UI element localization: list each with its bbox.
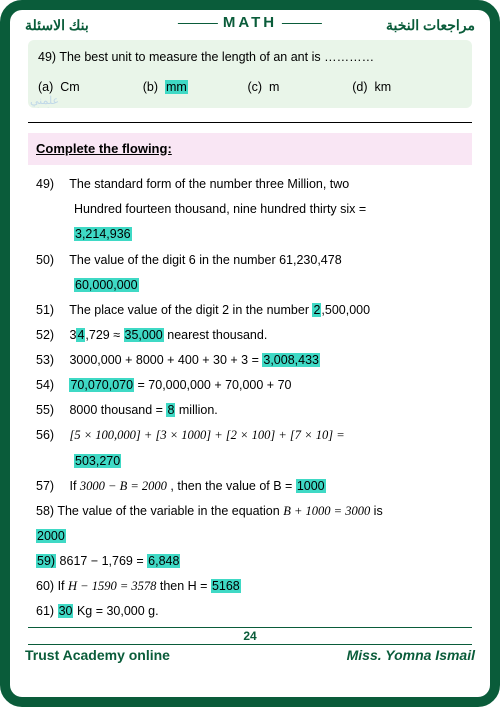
q61-text: Kg = 30,000 g. xyxy=(73,604,158,618)
footer-left: Trust Academy online xyxy=(25,647,170,663)
q60-ta: If xyxy=(58,579,68,593)
q51-text-b: ,500,000 xyxy=(321,303,370,317)
opt-d-label: (d) xyxy=(352,80,367,94)
q60-tb: then H = xyxy=(156,579,211,593)
q52: 52) 34,729 ≈ 35,000 nearest thousand. xyxy=(36,324,472,347)
q59-text: 8617 − 1,769 = xyxy=(56,554,147,568)
q53-text: 3000,000 + 8000 + 400 + 30 + 3 = xyxy=(69,353,262,367)
opt-a-label: (a) xyxy=(38,80,53,94)
q50-num: 50) xyxy=(36,249,66,272)
q57-ta: If xyxy=(69,479,79,493)
opt-c-label: (c) xyxy=(248,80,263,94)
q58-expr: B + 1000 = 3000 xyxy=(283,504,370,518)
q49-text1: The standard form of the number three Mi… xyxy=(69,177,349,191)
q54-text: = 70,000,000 + 70,000 + 70 xyxy=(134,378,291,392)
q60-ans: 5168 xyxy=(211,579,241,593)
q57-num: 57) xyxy=(36,475,66,498)
q59-num: 59) xyxy=(36,554,56,568)
q57: 57) If 3000 − B = 2000 , then the value … xyxy=(36,475,472,498)
q52-tb: ,729 ≈ xyxy=(85,328,123,342)
opt-b-label: (b) xyxy=(143,80,158,94)
q53: 53) 3000,000 + 8000 + 400 + 30 + 3 = 3,0… xyxy=(36,349,472,372)
page-subject-title: MATH xyxy=(223,14,277,31)
q55: 55) 8000 thousand = 8 million. xyxy=(36,399,472,422)
q55-num: 55) xyxy=(36,399,66,422)
q54: 54) 70,070,070 = 70,000,000 + 70,000 + 7… xyxy=(36,374,472,397)
q58-num: 58) xyxy=(36,504,54,518)
header-right-arabic: مراجعات النخبة xyxy=(386,17,475,34)
mcq-opt-c: (c) m xyxy=(248,76,353,100)
q60: 60) If H − 1590 = 3578 then H = 5168 xyxy=(36,575,472,598)
opt-d-text: km xyxy=(374,80,391,94)
opt-c-text: m xyxy=(269,80,279,94)
footer: Trust Academy online Miss. Yomna Ismail xyxy=(10,645,490,663)
mcq-box: علمني بعلمك 49) The best unit to measure… xyxy=(28,40,472,108)
q61: 61) 30 Kg = 30,000 g. xyxy=(36,600,472,623)
q53-num: 53) xyxy=(36,349,66,372)
q57-expr: 3000 − B = 2000 xyxy=(80,479,167,493)
q49-line2: Hundred fourteen thousand, nine hundred … xyxy=(36,198,472,221)
q54-num: 54) xyxy=(36,374,66,397)
q58-ans: 2000 xyxy=(36,529,66,543)
mcq-opt-a: (a) Cm xyxy=(38,76,143,100)
footer-right: Miss. Yomna Ismail xyxy=(347,647,475,663)
q51-text-a: The place value of the digit 2 in the nu… xyxy=(69,303,312,317)
q59-ans: 6,848 xyxy=(147,554,180,568)
page-frame: بنك الاسئلة MATH مراجعات النخبة علمني بع… xyxy=(0,0,500,707)
opt-b-text: mm xyxy=(165,80,188,94)
q61-num: 61) xyxy=(36,604,54,618)
q57-tb: , then the value of B = xyxy=(167,479,296,493)
q59: 59) 8617 − 1,769 = 6,848 xyxy=(36,550,472,573)
q50: 50) The value of the digit 6 in the numb… xyxy=(36,249,472,272)
page-number: 24 xyxy=(28,627,472,645)
q50-ans-row: 60,000,000 xyxy=(36,274,472,297)
q56-num: 56) xyxy=(36,424,66,447)
question-list: 49) The standard form of the number thre… xyxy=(28,173,472,623)
header-left-arabic: بنك الاسئلة xyxy=(25,17,89,34)
q54-hl: 70,070,070 xyxy=(69,378,134,392)
mcq-qtext: The best unit to measure the length of a… xyxy=(59,50,374,64)
q52-num: 52) xyxy=(36,324,66,347)
q58: 58) The value of the variable in the equ… xyxy=(36,500,472,523)
top-header: بنك الاسئلة MATH مراجعات النخبة xyxy=(10,10,490,38)
mcq-qnum: 49) xyxy=(38,50,56,64)
q53-ans: 3,008,433 xyxy=(262,353,320,367)
q60-expr: H − 1590 = 3578 xyxy=(68,579,156,593)
q55-tb: million. xyxy=(175,403,217,417)
q56-expr: [5 × 100,000] + [3 × 1000] + [2 × 100] +… xyxy=(69,428,344,442)
q61-hl: 30 xyxy=(58,604,74,618)
page-content: علمني بعلمك 49) The best unit to measure… xyxy=(10,40,490,623)
q56-ans-row: 503,270 xyxy=(36,450,472,473)
q52-hlb: 35,000 xyxy=(124,328,164,342)
q60-num: 60) xyxy=(36,579,54,593)
q55-ta: 8000 thousand = xyxy=(69,403,166,417)
q51-num: 51) xyxy=(36,299,66,322)
section-title: Complete the flowing: xyxy=(28,133,472,166)
q58-ta: The value of the variable in the equatio… xyxy=(57,504,283,518)
q58-tb: is xyxy=(370,504,383,518)
q49: 49) The standard form of the number thre… xyxy=(36,173,472,196)
q49-num: 49) xyxy=(36,173,66,196)
q57-ans: 1000 xyxy=(296,479,326,493)
mcq-opt-b: (b) mm xyxy=(143,76,248,100)
opt-a-text: Cm xyxy=(60,80,79,94)
q56-ans: 503,270 xyxy=(74,454,121,468)
q56: 56) [5 × 100,000] + [3 × 1000] + [2 × 10… xyxy=(36,424,472,447)
q52-tc: nearest thousand. xyxy=(164,328,268,342)
q50-text: The value of the digit 6 in the number 6… xyxy=(69,253,341,267)
q49-ans: 3,214,936 xyxy=(74,227,132,241)
q51: 51) The place value of the digit 2 in th… xyxy=(36,299,472,322)
mcq-opt-d: (d) km xyxy=(352,76,457,100)
mcq-question: 49) The best unit to measure the length … xyxy=(38,46,462,70)
q49-ans-row: 3,214,936 xyxy=(36,223,472,246)
q50-ans: 60,000,000 xyxy=(74,278,139,292)
q58-ans-row: 2000 xyxy=(36,525,472,548)
divider xyxy=(28,122,472,123)
mcq-options: (a) Cm (b) mm (c) m (d) km xyxy=(38,76,462,100)
